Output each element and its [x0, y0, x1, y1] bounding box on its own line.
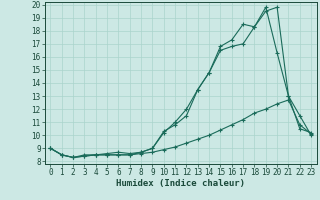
X-axis label: Humidex (Indice chaleur): Humidex (Indice chaleur): [116, 179, 245, 188]
